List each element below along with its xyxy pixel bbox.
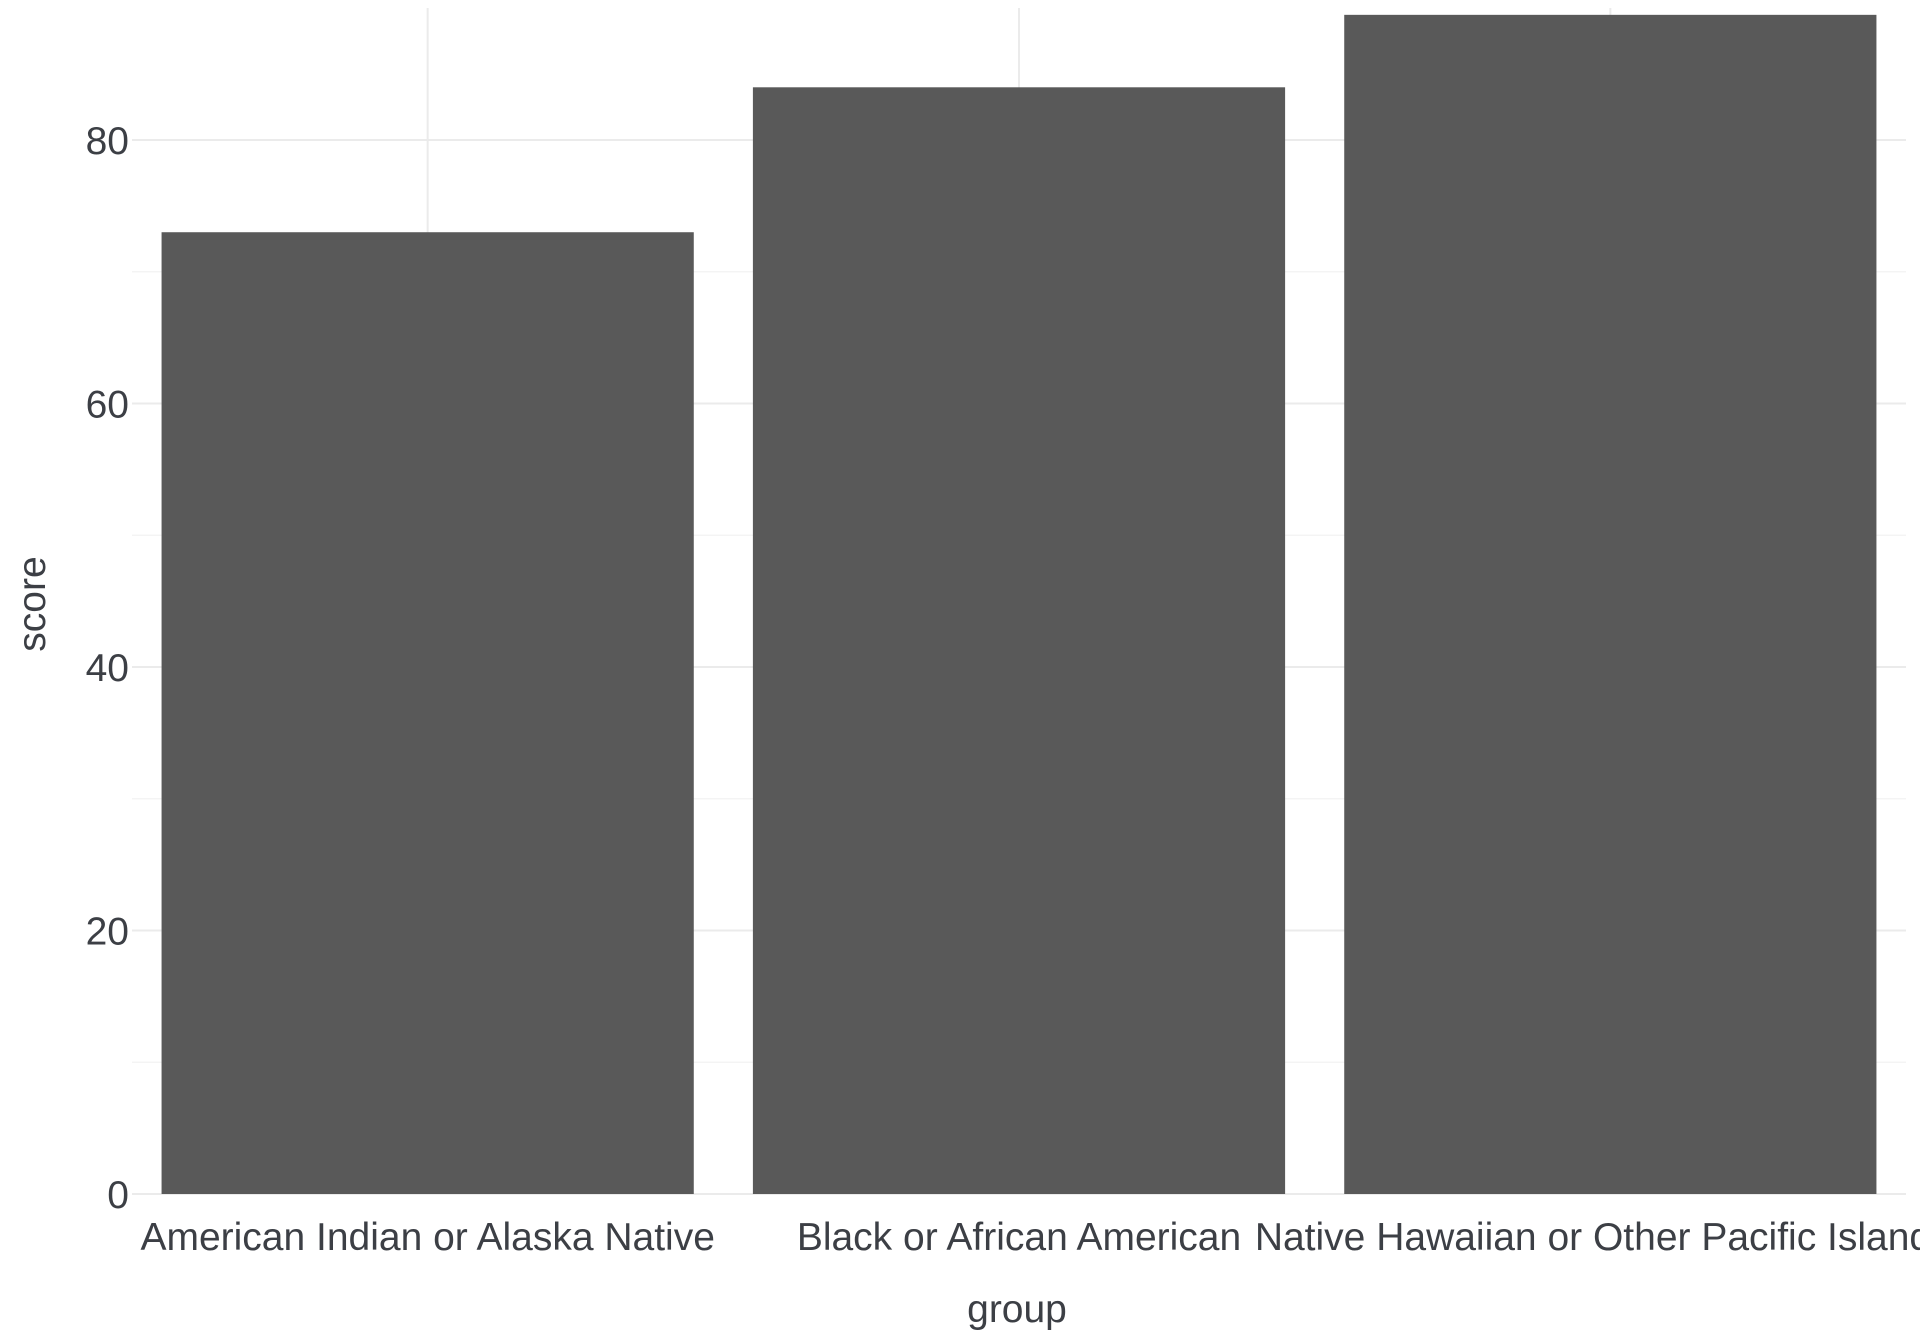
x-axis-title: group bbox=[967, 1288, 1067, 1331]
y-axis-title: score bbox=[11, 556, 54, 651]
y-tick-label: 0 bbox=[107, 1174, 129, 1217]
x-tick-label: American Indian or Alaska Native bbox=[140, 1216, 714, 1259]
bar bbox=[1344, 14, 1877, 1194]
y-tick-label: 80 bbox=[86, 120, 129, 163]
y-tick-label: 40 bbox=[86, 647, 129, 690]
y-axis-ticks: 0 20 40 60 80 bbox=[86, 120, 129, 1217]
bars bbox=[161, 14, 1877, 1195]
x-axis-ticks: American Indian or Alaska Native Black or… bbox=[140, 1216, 1920, 1259]
bar bbox=[161, 232, 694, 1195]
x-tick-label: Native Hawaiian or Other Pacific Islande… bbox=[1255, 1216, 1920, 1259]
bar bbox=[752, 87, 1286, 1194]
y-tick-label: 20 bbox=[86, 911, 129, 954]
x-tick-label: Black or African American bbox=[797, 1216, 1241, 1259]
y-tick-label: 60 bbox=[86, 384, 129, 427]
